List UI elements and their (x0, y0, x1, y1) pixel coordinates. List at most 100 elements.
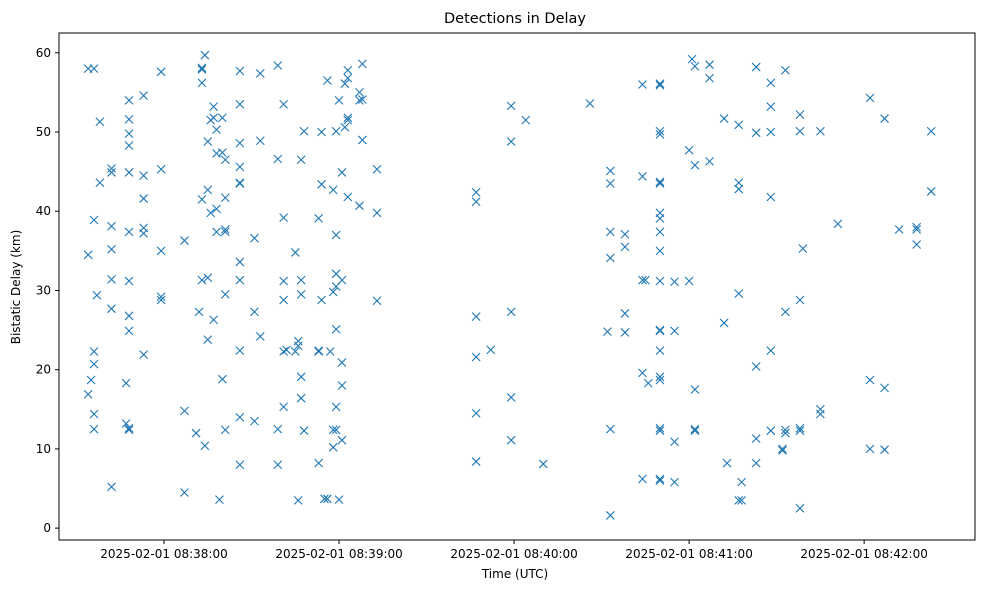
data-point (156, 246, 166, 256)
data-point (328, 425, 338, 435)
data-point (328, 185, 338, 195)
data-point (780, 65, 790, 75)
data-point (585, 99, 595, 108)
data-point (471, 352, 481, 362)
data-point (235, 99, 245, 109)
data-point (737, 477, 747, 487)
data-point (107, 482, 116, 492)
data-point (340, 122, 350, 132)
data-point (124, 311, 134, 321)
data-point (273, 154, 283, 164)
data-point (737, 496, 747, 505)
data-point (620, 328, 630, 337)
data-point (217, 374, 227, 384)
data-point (605, 179, 615, 188)
data-point (538, 459, 548, 469)
data-point (197, 63, 207, 73)
data-point (722, 458, 732, 468)
data-point (690, 424, 700, 434)
data-point (880, 445, 889, 455)
data-point (255, 136, 265, 146)
data-point (317, 179, 326, 189)
data-point (331, 230, 341, 240)
x-tick-label: 2025-02-01 08:38:00 (100, 547, 227, 561)
data-point (912, 240, 922, 249)
data-point (778, 444, 787, 454)
data-point (89, 64, 99, 74)
data-point (273, 61, 283, 70)
data-point (357, 59, 367, 69)
data-point (200, 50, 210, 60)
data-point (220, 290, 230, 299)
data-point (124, 95, 134, 105)
data-point (506, 393, 516, 402)
data-point (314, 213, 324, 223)
data-point (605, 166, 615, 176)
data-point (340, 79, 350, 89)
data-point (197, 194, 207, 204)
data-point (795, 126, 805, 136)
data-point (180, 406, 189, 416)
data-point (687, 54, 697, 64)
data-point (273, 460, 283, 470)
data-point (690, 61, 700, 71)
data-point (235, 257, 245, 267)
data-point (355, 95, 364, 105)
data-point (690, 385, 700, 394)
data-point (605, 253, 615, 263)
data-point (655, 326, 665, 336)
data-point (337, 168, 347, 177)
data-point (322, 494, 332, 504)
data-point (200, 441, 210, 451)
data-point (296, 275, 306, 285)
data-point (894, 225, 904, 234)
data-point (124, 423, 134, 433)
data-point (235, 460, 245, 470)
data-point (121, 378, 131, 388)
data-point (865, 444, 875, 454)
data-point (638, 474, 647, 484)
data-point (124, 227, 134, 237)
data-point (209, 113, 219, 123)
data-point (212, 204, 221, 214)
data-point (506, 307, 516, 317)
data-point (220, 425, 230, 435)
data-point (751, 434, 761, 443)
x-tick-label: 2025-02-01 08:41:00 (625, 547, 752, 561)
data-point (815, 404, 825, 414)
data-point (605, 511, 615, 520)
data-point (780, 425, 790, 435)
data-point (320, 494, 329, 504)
y-tick-label: 50 (36, 125, 51, 139)
data-point (670, 477, 679, 487)
data-point (751, 362, 761, 371)
data-point (180, 236, 189, 245)
data-point (331, 324, 341, 334)
data-point (655, 426, 665, 436)
data-point (139, 171, 148, 180)
data-point (355, 88, 364, 97)
data-point (795, 295, 805, 305)
data-point (605, 227, 615, 237)
data-point (620, 309, 630, 318)
data-point (124, 168, 134, 177)
data-point (638, 80, 647, 89)
y-axis-label: Bistatic Delay (km) (9, 230, 23, 345)
x-tick-label: 2025-02-01 08:40:00 (450, 547, 577, 561)
data-point (121, 419, 131, 428)
data-point (343, 192, 353, 202)
data-point (83, 250, 93, 260)
data-point (279, 99, 289, 109)
data-point (206, 208, 216, 218)
data-point (197, 275, 207, 285)
data-point (107, 244, 116, 254)
data-point (328, 442, 338, 452)
data-point (95, 117, 105, 127)
data-point (880, 383, 889, 393)
data-point (343, 115, 353, 125)
data-point (156, 295, 166, 305)
data-point (372, 208, 382, 218)
data-point (89, 347, 99, 356)
data-point (334, 95, 344, 105)
data-point (212, 125, 221, 135)
